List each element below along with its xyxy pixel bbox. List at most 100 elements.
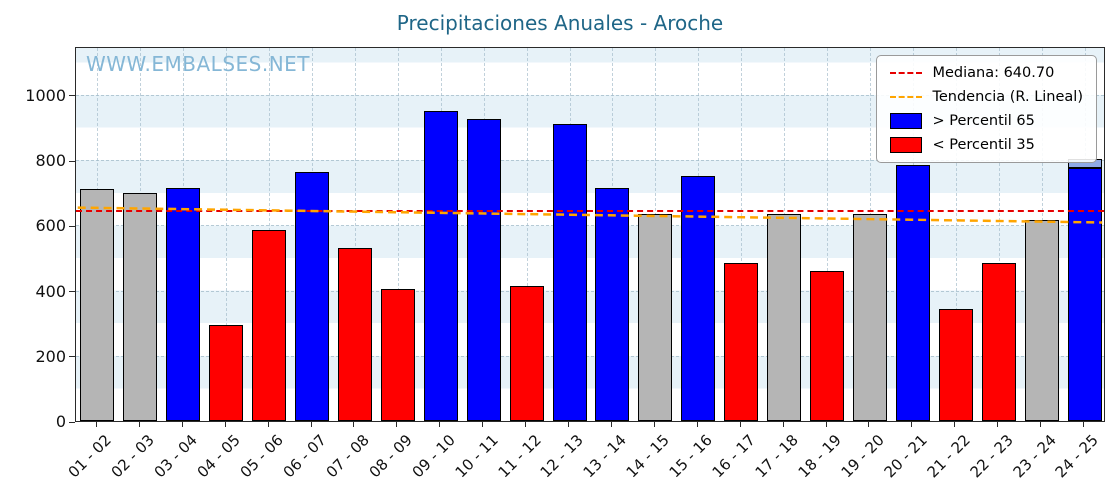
y-tick-label: 200 [35,346,66,366]
legend-item-p35: < Percentil 35 [890,137,1083,153]
y-tick [69,421,75,423]
grid-line-v [526,48,528,421]
y-tick [69,291,75,293]
x-tick [868,422,870,427]
percentile-65-swatch [890,113,923,129]
y-tick-label: 400 [35,281,66,301]
x-tick [997,422,999,427]
x-tick-label: 21 - 22 [923,431,974,482]
legend-item-p65: > Percentil 65 [890,113,1083,129]
x-tick [911,422,913,427]
bar-06-07 [295,171,330,421]
x-tick [825,422,827,427]
x-tick [95,422,97,427]
x-tick-label: 24 - 25 [1051,431,1103,482]
x-tick-label: 05 - 06 [236,431,287,482]
grid-line-h [76,290,1104,292]
bar-03-04 [166,187,201,421]
grid-line-v [397,48,399,421]
y-tick [69,356,75,358]
x-tick [138,422,140,427]
x-tick-label: 22 - 23 [966,431,1017,482]
grid-line-v [354,48,356,421]
legend-label-median: Mediana: 640.70 [932,65,1055,81]
bar-08-09 [380,288,415,421]
y-tick [69,160,75,162]
x-tick-label: 20 - 21 [880,431,931,482]
bar-16-17 [724,262,759,421]
bar-04-05 [209,324,244,421]
x-tick [353,422,355,427]
y-tick-label: 600 [35,216,66,236]
x-tick-label: 07 - 08 [322,431,373,482]
grid-line-v [955,48,957,421]
trend-line-swatch [890,96,923,98]
legend-label-trend: Tendencia (R. Lineal) [932,89,1083,105]
bar-22-23 [981,262,1016,421]
x-tick [224,422,226,427]
x-tick [1083,422,1085,427]
bar-02-03 [123,192,158,421]
percentile-35-swatch [890,137,923,153]
x-tick-label: 23 - 24 [1009,431,1060,482]
bar-21-22 [938,308,973,421]
bar-09-10 [423,111,458,421]
grid-line-h [76,160,1104,162]
x-tick [1040,422,1042,427]
x-tick [954,422,956,427]
x-tick [525,422,527,427]
x-tick-label: 04 - 05 [193,431,244,482]
bar-20-21 [895,165,930,421]
legend-label-p35: < Percentil 35 [932,137,1035,153]
grid-line-v [998,48,1000,421]
grid-line-v [226,48,228,421]
x-tick [439,422,441,427]
x-tick-label: 06 - 07 [279,431,330,482]
x-tick-label: 13 - 14 [579,431,631,482]
x-tick-label: 02 - 03 [107,431,159,482]
bar-01-02 [80,189,115,421]
legend-label-p65: > Percentil 65 [932,113,1035,129]
x-tick-label: 17 - 18 [751,431,802,482]
bar-14-15 [638,213,673,421]
bar-19-20 [852,213,887,421]
grid-line-h [76,355,1104,357]
x-tick-label: 14 - 15 [622,431,674,482]
y-tick-label: 1000 [25,85,66,105]
x-tick-label: 16 - 17 [708,431,759,482]
bar-07-08 [337,248,372,421]
trend-line [77,206,1103,224]
grid-line-v [741,48,743,421]
legend: Mediana: 640.70 Tendencia (R. Lineal) > … [876,55,1097,163]
watermark: WWW.EMBALSES.NET [86,52,311,76]
median-line-swatch [890,72,923,74]
x-tick [267,422,269,427]
plot-area: WWW.EMBALSES.NET Mediana: 640.70 Tendenc… [75,47,1105,422]
x-tick-label: 10 - 11 [451,431,502,482]
x-tick-label: 03 - 04 [150,431,202,482]
y-tick-label: 800 [35,151,66,171]
x-tick [610,422,612,427]
y-tick [69,95,75,97]
x-tick [739,422,741,427]
x-tick [568,422,570,427]
x-tick-label: 08 - 09 [365,431,416,482]
bar-17-18 [767,213,802,421]
x-tick-label: 01 - 02 [64,431,116,482]
x-tick-label: 18 - 19 [794,431,845,482]
x-tick [310,422,312,427]
x-tick-label: 09 - 10 [408,431,459,482]
x-tick-label: 19 - 20 [837,431,888,482]
x-tick-label: 15 - 16 [665,431,717,482]
bar-13-14 [595,187,630,421]
x-tick [696,422,698,427]
bar-18-19 [810,271,845,421]
bars-layer [76,48,1104,421]
bar-05-06 [252,230,287,421]
x-tick [396,422,398,427]
bar-10-11 [466,119,501,421]
bar-23-24 [1024,220,1059,421]
x-tick [181,422,183,427]
